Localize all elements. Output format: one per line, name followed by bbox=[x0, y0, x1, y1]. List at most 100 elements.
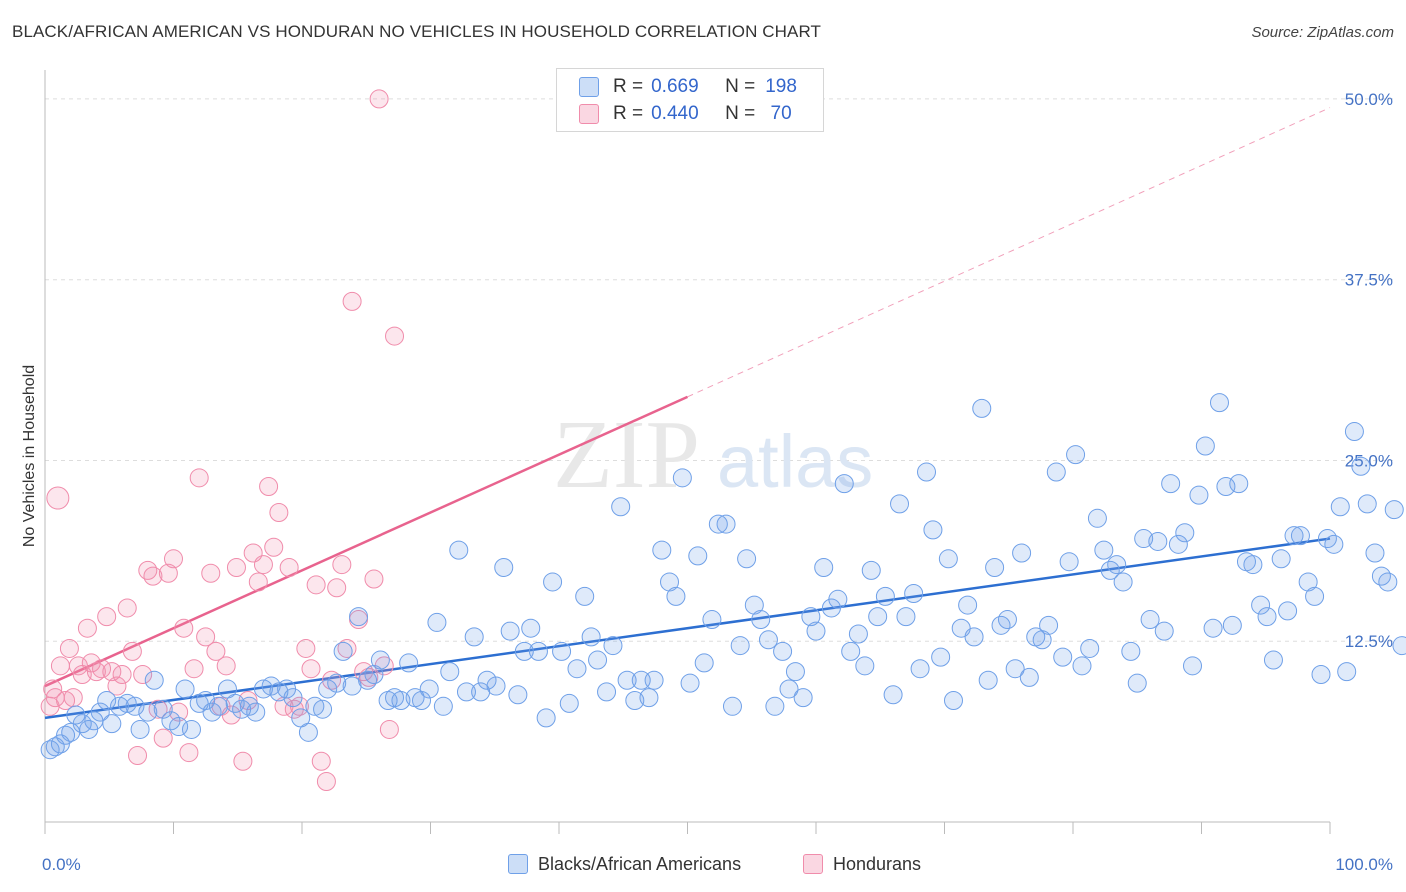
black-point bbox=[972, 398, 992, 418]
black-point bbox=[985, 557, 1005, 577]
honduran-point bbox=[216, 656, 236, 676]
honduran-point bbox=[253, 555, 273, 575]
black-point bbox=[694, 653, 714, 673]
black-point bbox=[1005, 659, 1025, 679]
honduran-point bbox=[379, 719, 399, 739]
honduran-point bbox=[50, 656, 70, 676]
black-point bbox=[978, 670, 998, 690]
watermark: ZIP atlas bbox=[553, 401, 873, 509]
bottom-legend-blacks: Blacks/African Americans bbox=[508, 852, 741, 876]
black-point bbox=[997, 610, 1017, 630]
black-point bbox=[666, 586, 686, 606]
honduran-point bbox=[153, 728, 173, 748]
black-point bbox=[855, 656, 875, 676]
black-point bbox=[1365, 543, 1385, 563]
black-point bbox=[153, 699, 173, 719]
honduran-point bbox=[248, 572, 268, 592]
black-point bbox=[433, 696, 453, 716]
black-point bbox=[508, 685, 528, 705]
black-point bbox=[1053, 647, 1073, 667]
black-point bbox=[1271, 549, 1291, 569]
black-point bbox=[486, 676, 506, 696]
black-point bbox=[868, 607, 888, 627]
black-point bbox=[652, 540, 672, 560]
black-point bbox=[1107, 555, 1127, 575]
black-point bbox=[269, 682, 289, 702]
black-point bbox=[1032, 630, 1052, 650]
black-point bbox=[327, 673, 347, 693]
honduran-point bbox=[46, 486, 70, 510]
black-point bbox=[910, 659, 930, 679]
black-point bbox=[744, 595, 764, 615]
honduran-point bbox=[63, 688, 83, 708]
black-point bbox=[1121, 641, 1141, 661]
black-point bbox=[1175, 523, 1195, 543]
black-point bbox=[958, 595, 978, 615]
black-point bbox=[603, 636, 623, 656]
y-axis-label: No Vehicles in Household bbox=[21, 365, 38, 547]
black-point bbox=[102, 714, 122, 734]
black-point bbox=[56, 725, 76, 745]
honduran-point bbox=[311, 751, 331, 771]
black-point bbox=[1222, 615, 1242, 635]
black-point bbox=[1072, 656, 1092, 676]
black-point bbox=[370, 650, 390, 670]
black-point bbox=[1168, 534, 1188, 554]
black-point bbox=[1066, 445, 1086, 465]
black-point bbox=[1229, 474, 1249, 494]
y-tick-label: 37.5% bbox=[1345, 271, 1393, 290]
black-point bbox=[427, 612, 447, 632]
honduran-point bbox=[56, 691, 76, 711]
honduran-point bbox=[385, 326, 405, 346]
black-point bbox=[896, 607, 916, 627]
black-point bbox=[1243, 555, 1263, 575]
black-point bbox=[785, 662, 805, 682]
honduran-point bbox=[122, 641, 142, 661]
black-point bbox=[175, 679, 195, 699]
black-point bbox=[514, 641, 534, 661]
x-tick-labels: 0.0% 100.0% bbox=[42, 855, 1393, 874]
honduran-point bbox=[337, 638, 357, 658]
black-trend-line bbox=[44, 537, 1331, 720]
black-point bbox=[861, 560, 881, 580]
black-point bbox=[1046, 462, 1066, 482]
trend-lines bbox=[44, 107, 1331, 720]
honduran-point bbox=[364, 569, 384, 589]
watermark-zip: ZIP bbox=[553, 401, 700, 509]
legend-r-label: R = bbox=[613, 103, 644, 124]
black-point bbox=[931, 647, 951, 667]
black-point bbox=[1039, 615, 1059, 635]
black-point bbox=[283, 688, 303, 708]
black-point bbox=[1392, 636, 1406, 656]
honduran-point bbox=[259, 476, 279, 496]
black-point bbox=[261, 676, 281, 696]
bottom-swatch-hondurans bbox=[803, 854, 823, 874]
honduran-point bbox=[138, 560, 158, 580]
black-point bbox=[883, 685, 903, 705]
black-point bbox=[232, 699, 252, 719]
stats-legend: R = 0.669 N = 198 R = 0.440 N = 70 bbox=[556, 68, 824, 132]
black-point bbox=[1278, 601, 1298, 621]
honduran-point bbox=[133, 664, 153, 684]
y-tick-label: 12.5% bbox=[1345, 632, 1393, 651]
bottom-legend-hondurans: Hondurans bbox=[803, 852, 921, 876]
honduran-point bbox=[226, 557, 246, 577]
black-point bbox=[196, 691, 216, 711]
source-label: Source: ZipAtlas.com bbox=[1251, 24, 1394, 41]
black-point bbox=[40, 740, 60, 760]
black-point bbox=[779, 679, 799, 699]
black-point bbox=[161, 711, 181, 731]
black-point bbox=[1140, 610, 1160, 630]
black-point bbox=[680, 673, 700, 693]
black-point bbox=[130, 719, 150, 739]
black-point bbox=[1127, 673, 1147, 693]
bottom-legend-label-blacks: Blacks/African Americans bbox=[538, 853, 742, 874]
y-tick-label: 50.0% bbox=[1345, 90, 1393, 109]
honduran-point bbox=[77, 618, 97, 638]
black-point bbox=[875, 586, 895, 606]
black-point bbox=[117, 693, 137, 713]
black-point bbox=[1330, 497, 1350, 517]
black-point bbox=[391, 691, 411, 711]
honduran-point bbox=[316, 772, 336, 792]
